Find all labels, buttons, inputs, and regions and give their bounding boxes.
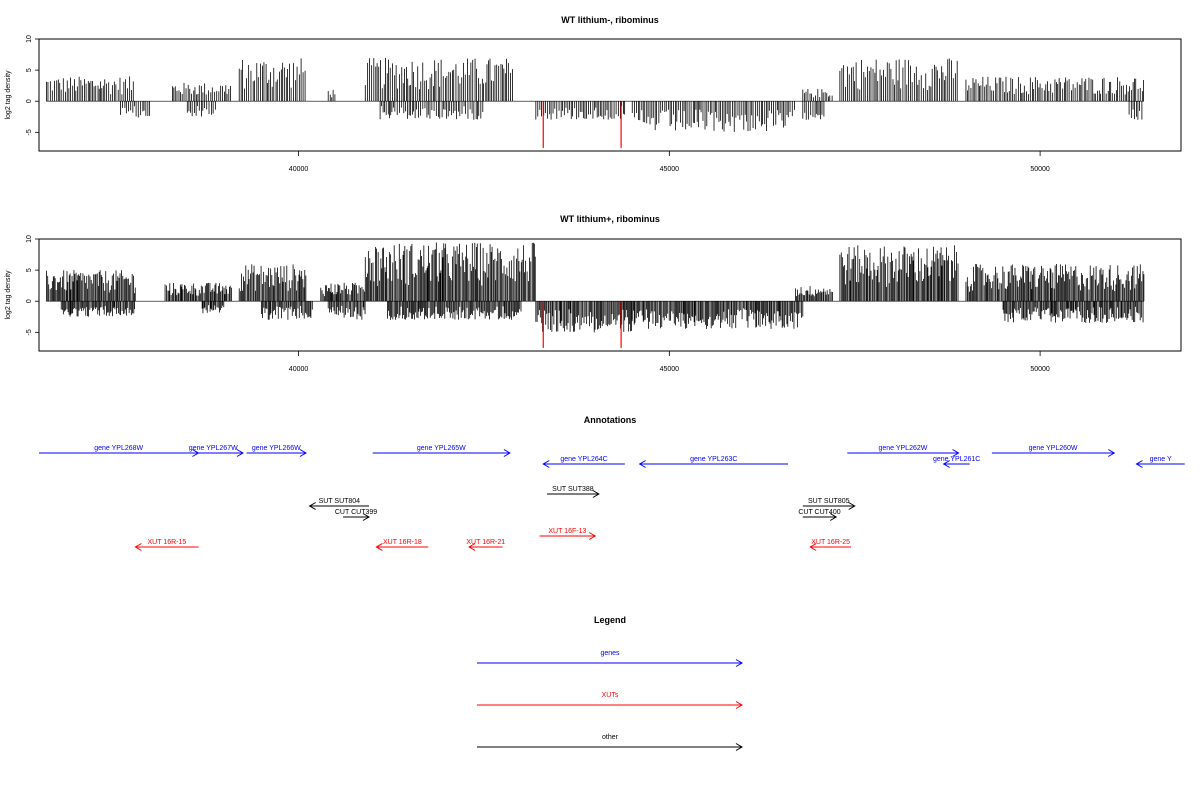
feature-label: gene YPL264C (560, 456, 607, 463)
legend: genes XUTs other (477, 650, 743, 751)
legend-label: XUTs (602, 692, 619, 699)
feature-label: gene Y (1150, 456, 1172, 463)
feature-arrow-xut (375, 543, 429, 551)
annotation-track: gene YPL268W gene YPL267W gene YPL266W gene… (39, 445, 1185, 551)
feature-arrow-gene (991, 449, 1116, 457)
feature-arrow-other (802, 513, 838, 521)
x-tick-label: 50000 (1030, 366, 1050, 373)
density-panel-lithium-minus: WT lithium-, ribominus log2 tag density … (5, 15, 1182, 173)
feature-arrow-gene (246, 449, 307, 457)
feature-arrow-xut (809, 543, 852, 551)
feature-label: CUT CUT400 (798, 509, 840, 516)
y-tick-label: 0 (26, 99, 33, 103)
y-tick-label: -5 (26, 329, 33, 335)
feature-arrow-other (802, 502, 856, 510)
axis-layer: -5 0 5 10 40000 45000 50000 (26, 235, 1050, 373)
feature-label: gene YPL268W (94, 445, 143, 452)
feature-label: gene YPL263C (690, 456, 737, 463)
feature-label: XUT 16F-13 (548, 528, 586, 535)
feature-label: XUT 16R-15 (148, 539, 187, 546)
feature-label: CUT CUT399 (335, 509, 377, 516)
feature-label: gene YPL260W (1029, 445, 1078, 452)
annotations-title: Annotations (584, 415, 637, 425)
feature-label: gene YPL265W (417, 445, 466, 452)
plot-frame (38, 38, 1182, 152)
feature-arrow-gene (942, 460, 970, 468)
feature-arrow-gene (183, 449, 244, 457)
x-tick-label: 45000 (660, 366, 680, 373)
legend-arrow-gene (477, 659, 743, 667)
feature-arrow-gene (1135, 460, 1185, 468)
y-tick-label: 10 (26, 235, 33, 243)
y-axis-label: log2 tag density (5, 70, 12, 120)
feature-label: SUT SUT804 (319, 498, 361, 505)
feature-arrow-gene (847, 449, 960, 457)
panel-title: WT lithium+, ribominus (560, 214, 660, 224)
feature-label: gene YPL262W (878, 445, 927, 452)
x-tick-label: 40000 (289, 366, 309, 373)
feature-label: gene YPL261C (933, 456, 980, 463)
bar-layer (46, 242, 1145, 333)
y-tick-label: 10 (26, 35, 33, 43)
feature-label: SUT SUT805 (808, 498, 850, 505)
feature-label: gene YPL267W (189, 445, 238, 452)
highlight-layer (542, 301, 622, 348)
feature-arrow-gene (372, 449, 511, 457)
feature-label: XUT 16R-18 (383, 539, 422, 546)
bar-layer (46, 57, 1144, 132)
plot-frame (38, 238, 1182, 352)
legend-title: Legend (594, 615, 626, 625)
x-tick-label: 40000 (289, 166, 309, 173)
feature-arrow-xut (539, 532, 597, 540)
legend-label: other (602, 734, 619, 741)
feature-label: XUT 16R-21 (466, 539, 505, 546)
feature-arrow-xut (468, 543, 503, 551)
y-tick-label: 5 (26, 268, 33, 272)
feature-arrow-gene (638, 460, 788, 468)
feature-arrow-other (343, 513, 370, 521)
y-tick-label: 0 (26, 299, 33, 303)
feature-arrow-other (308, 502, 369, 510)
legend-label: genes (600, 650, 620, 657)
feature-label: SUT SUT388 (552, 486, 594, 493)
x-tick-label: 50000 (1030, 166, 1050, 173)
panel-title: WT lithium-, ribominus (561, 15, 659, 25)
legend-arrow-other (477, 743, 743, 751)
feature-arrow-gene (542, 460, 625, 468)
x-tick-label: 45000 (660, 166, 680, 173)
axis-layer: -5 0 5 10 40000 45000 50000 (26, 35, 1050, 173)
y-tick-label: 5 (26, 68, 33, 72)
y-tick-label: -5 (26, 129, 33, 135)
density-panel-lithium-plus: WT lithium+, ribominus log2 tag density … (5, 214, 1182, 373)
y-axis-label: log2 tag density (5, 270, 12, 320)
feature-label: gene YPL266W (252, 445, 301, 452)
feature-label: XUT 16R-25 (811, 539, 850, 546)
legend-arrow-xut (477, 701, 743, 709)
feature-arrow-other (546, 490, 600, 498)
feature-arrow-xut (134, 543, 199, 551)
highlight-layer (542, 101, 622, 148)
